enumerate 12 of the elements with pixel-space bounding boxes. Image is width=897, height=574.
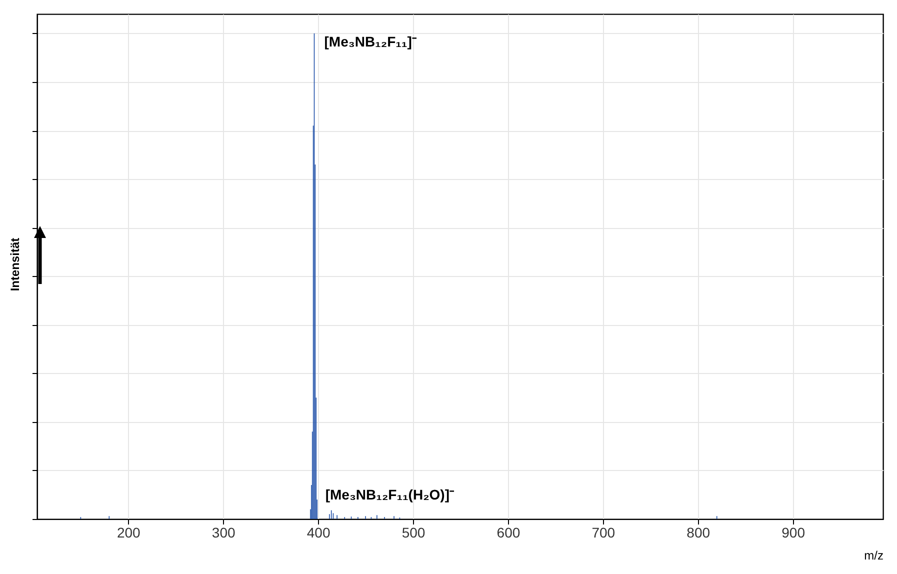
x-tick-label: 500 (402, 524, 426, 540)
x-tick-label: 900 (782, 524, 806, 540)
x-axis-title: m/z (864, 548, 884, 562)
x-tick-label: 300 (212, 524, 236, 540)
annotation: [Me₃NB₁₂F₁₁(H₂O)]⁻ (325, 486, 454, 502)
x-tick-label: 600 (496, 524, 520, 540)
x-tick-label: 700 (592, 524, 616, 540)
y-axis-title: Intensität (8, 238, 22, 292)
annotation: [Me₃NB₁₂F₁₁]⁻ (324, 33, 417, 50)
x-tick-label: 800 (686, 524, 710, 540)
x-tick-label: 400 (306, 524, 330, 540)
x-tick-label: 200 (116, 524, 141, 540)
